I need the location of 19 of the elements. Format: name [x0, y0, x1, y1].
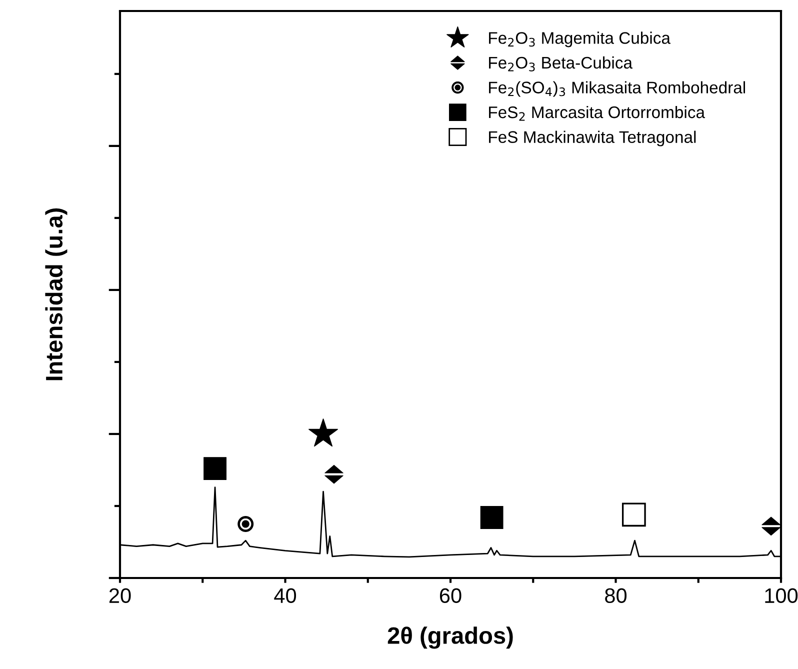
- legend-label: Fe$_{2}$(SO$_{4}$)$_{3}$ Mikasaita Rombohedral: [489, 81, 746, 97]
- x-tick-label: 100: [765, 588, 798, 604]
- point: [204, 457, 226, 480]
- point: [762, 516, 780, 536]
- legend-label: FeS$_{2}$ Marcasita Ortorrombica: [489, 106, 706, 121]
- legend-label: FeS Mackinawita Tetragonal: [489, 130, 696, 146]
- x-tick-label: 20: [109, 588, 131, 604]
- point: [480, 506, 504, 529]
- point: [238, 516, 254, 532]
- point: [622, 502, 646, 527]
- legend-label: Fe$_{2}$O$_{3}$ Beta-Cubica: [489, 56, 633, 72]
- x-tick-label: 40: [274, 588, 296, 604]
- y-axis-title: Intensidad (u.a): [45, 208, 68, 380]
- legend-label: Fe$_{2}$O$_{3}$ Magemita Cubica: [489, 32, 670, 48]
- point: [308, 418, 338, 447]
- x-tick-label: 60: [440, 588, 462, 604]
- x-axis-title: 2θ (grados): [388, 626, 513, 649]
- x-tick-label: 80: [605, 588, 627, 604]
- point: [324, 464, 344, 484]
